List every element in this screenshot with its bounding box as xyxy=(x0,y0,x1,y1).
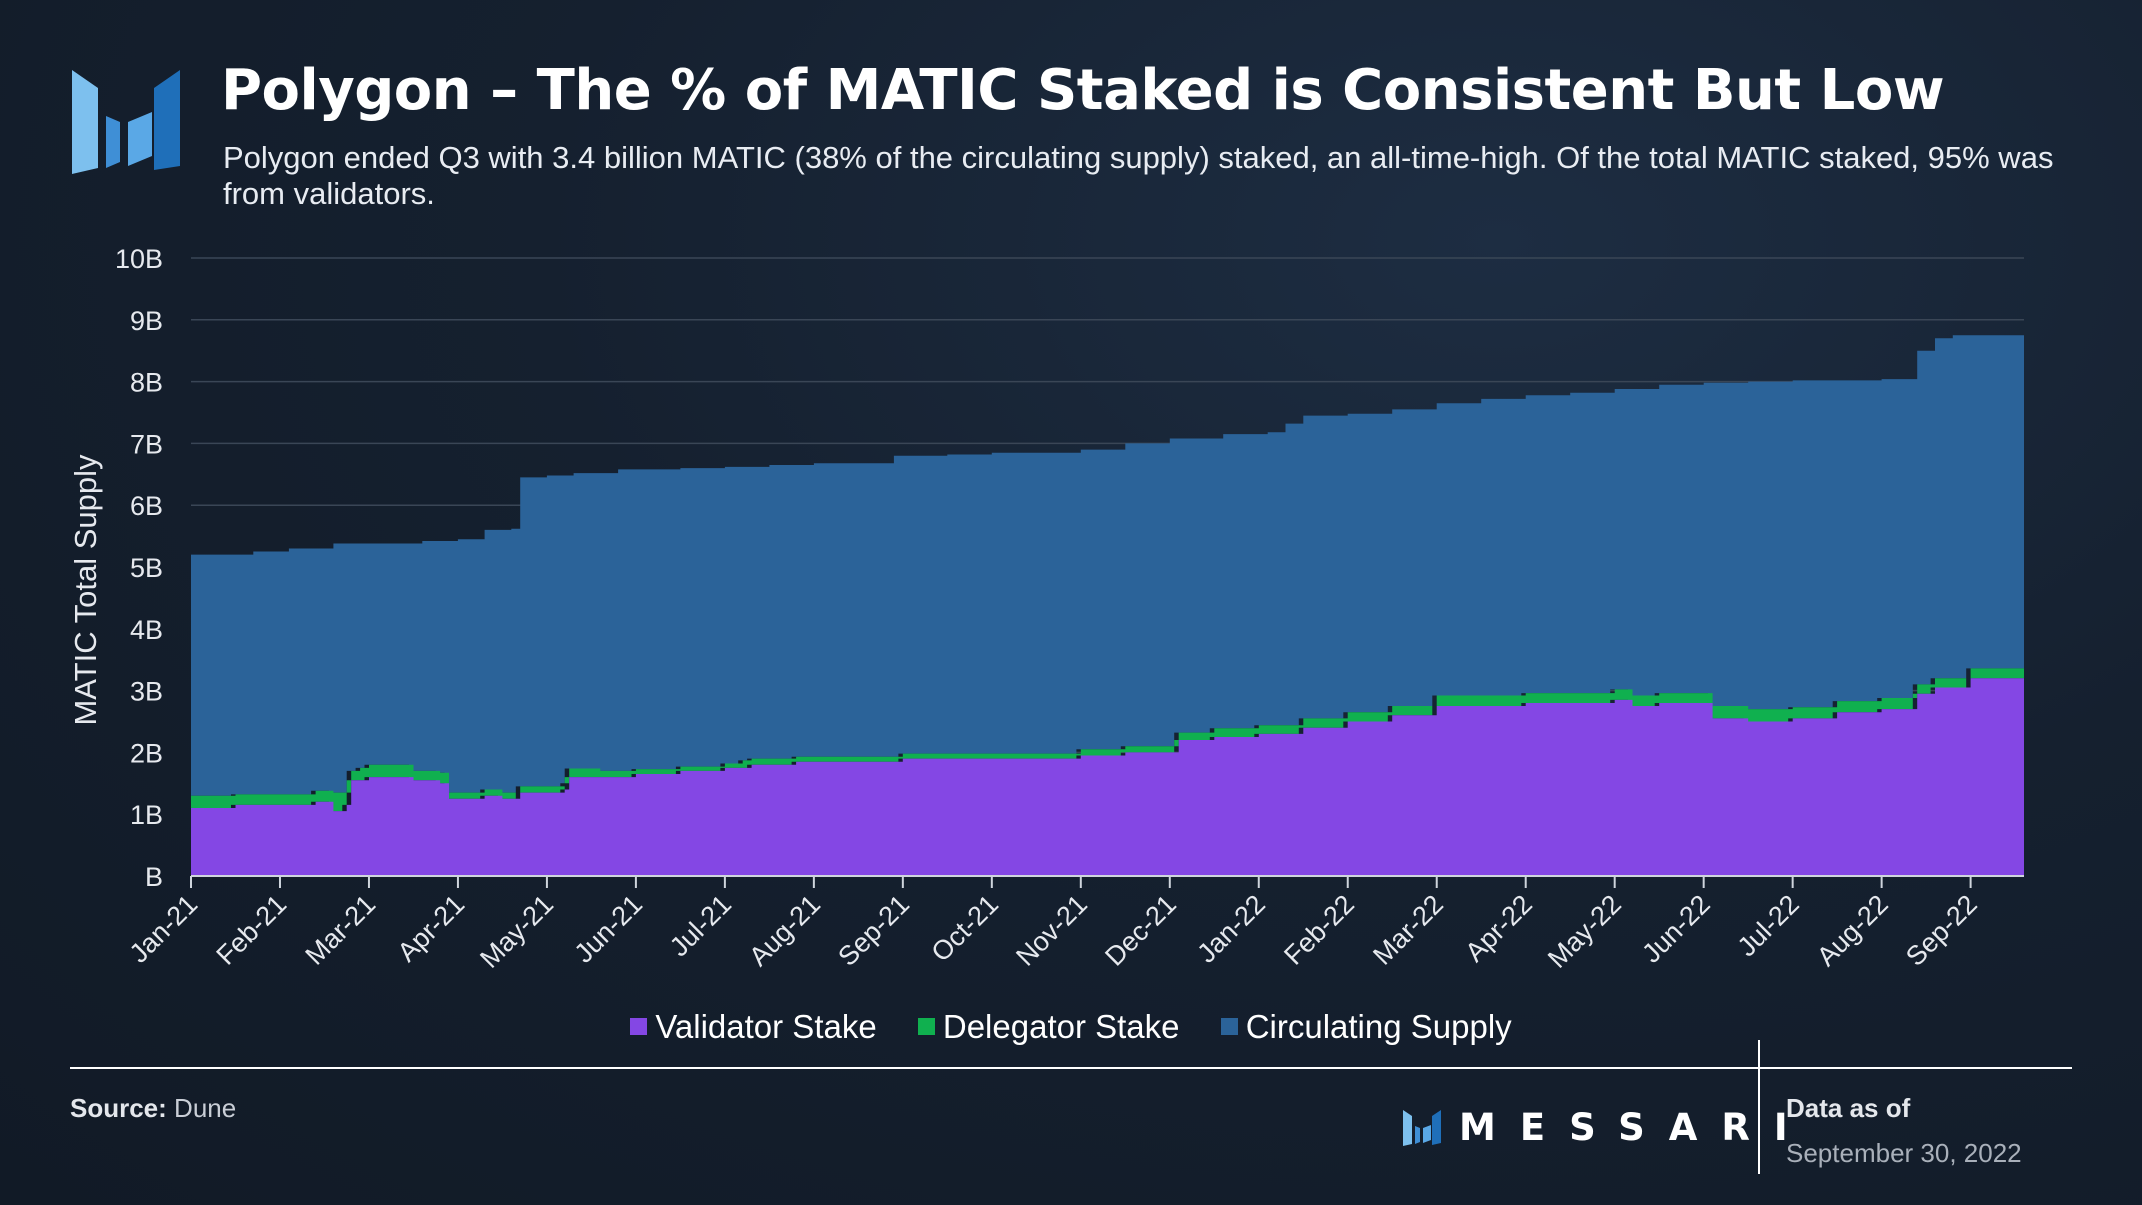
delegator-swatch-icon xyxy=(917,1018,935,1035)
messari-brand: MESSARI xyxy=(1403,1106,1812,1149)
x-tick-label: Sep-22 xyxy=(1900,889,1983,972)
y-tick-label: 7B xyxy=(130,429,163,459)
y-tick-label: 6B xyxy=(130,491,163,521)
data-as-of-date: September 30, 2022 xyxy=(1786,1138,2022,1168)
x-tick-label: May-21 xyxy=(474,889,559,974)
x-tick-label: Aug-22 xyxy=(1811,889,1894,972)
validator-stake-area xyxy=(191,678,2024,876)
circulating-swatch-icon xyxy=(1220,1018,1238,1035)
x-tick-label: Sep-21 xyxy=(832,889,915,972)
y-tick-label: 9B xyxy=(130,306,163,336)
x-tick-label: Nov-21 xyxy=(1010,889,1093,972)
y-tick-label: 2B xyxy=(130,738,163,768)
footer-divider xyxy=(70,1067,2072,1069)
footer-vertical-divider xyxy=(1758,1040,1760,1174)
messari-logo-icon xyxy=(72,70,180,174)
x-tick-label: Oct-21 xyxy=(926,889,1005,968)
source-label: Source: xyxy=(70,1093,167,1123)
legend-item-circulating: Circulating Supply xyxy=(1220,1007,1512,1046)
legend-label-delegator: Delegator Stake xyxy=(942,1007,1180,1045)
x-tick-label: Jun-21 xyxy=(569,889,649,969)
x-tick-label: Mar-21 xyxy=(300,889,382,971)
x-tick-label: Apr-21 xyxy=(392,889,471,968)
legend-item-validator: Validator Stake xyxy=(630,1007,877,1046)
x-tick-label: Dec-21 xyxy=(1099,889,1182,972)
chart-title: Polygon – The % of MATIC Staked is Consi… xyxy=(221,58,1945,123)
y-tick-label: 8B xyxy=(130,368,163,398)
x-tick-label: Jan-22 xyxy=(1191,889,1271,969)
y-tick-label: 1B xyxy=(130,800,163,830)
x-tick-label: Feb-22 xyxy=(1278,889,1360,971)
x-tick-label: Jul-22 xyxy=(1732,889,1805,962)
source-note: Source: Dune xyxy=(70,1093,236,1124)
brand-wordmark: MESSARI xyxy=(1459,1106,1812,1149)
x-tick-label: Mar-22 xyxy=(1367,889,1449,971)
y-tick-label: 3B xyxy=(130,677,163,707)
x-tick-label: Apr-22 xyxy=(1459,889,1538,968)
validator-swatch-icon xyxy=(630,1018,648,1035)
area-series xyxy=(191,335,2024,876)
data-as-of-label: Data as of xyxy=(1786,1093,1911,1123)
stacked-area-chart: B 1B 2B 3B 4B 5B 6B 7B 8B 9B 10B Jan-21 Feb-21 Mar-21… xyxy=(68,244,2024,974)
y-tick-label: 5B xyxy=(130,553,163,583)
x-tick-label: May-22 xyxy=(1542,889,1627,974)
legend: Validator Stake Delegator Stake Circulat… xyxy=(0,1005,2142,1046)
legend-label-circulating: Circulating Supply xyxy=(1245,1007,1512,1045)
x-tick-label: Jun-22 xyxy=(1636,889,1716,969)
x-tick-label: Aug-21 xyxy=(743,889,826,972)
x-tick-label: Feb-21 xyxy=(211,889,293,971)
y-tick-label: 4B xyxy=(130,615,163,645)
y-tick-label: B xyxy=(145,862,163,892)
source-value: Dune xyxy=(166,1093,237,1123)
circulating-supply-area xyxy=(191,335,2024,796)
legend-item-delegator: Delegator Stake xyxy=(917,1007,1180,1046)
x-tick-label: Jul-21 xyxy=(664,889,737,962)
chart-subtitle: Polygon ended Q3 with 3.4 billion MATIC … xyxy=(223,140,2054,211)
y-axis-label: MATIC Total Supply xyxy=(68,454,103,726)
legend-label-validator: Validator Stake xyxy=(655,1007,877,1045)
y-tick-label: 10B xyxy=(115,244,163,274)
x-tick-label: Jan-21 xyxy=(124,889,204,969)
messari-mark-icon xyxy=(1403,1109,1441,1146)
